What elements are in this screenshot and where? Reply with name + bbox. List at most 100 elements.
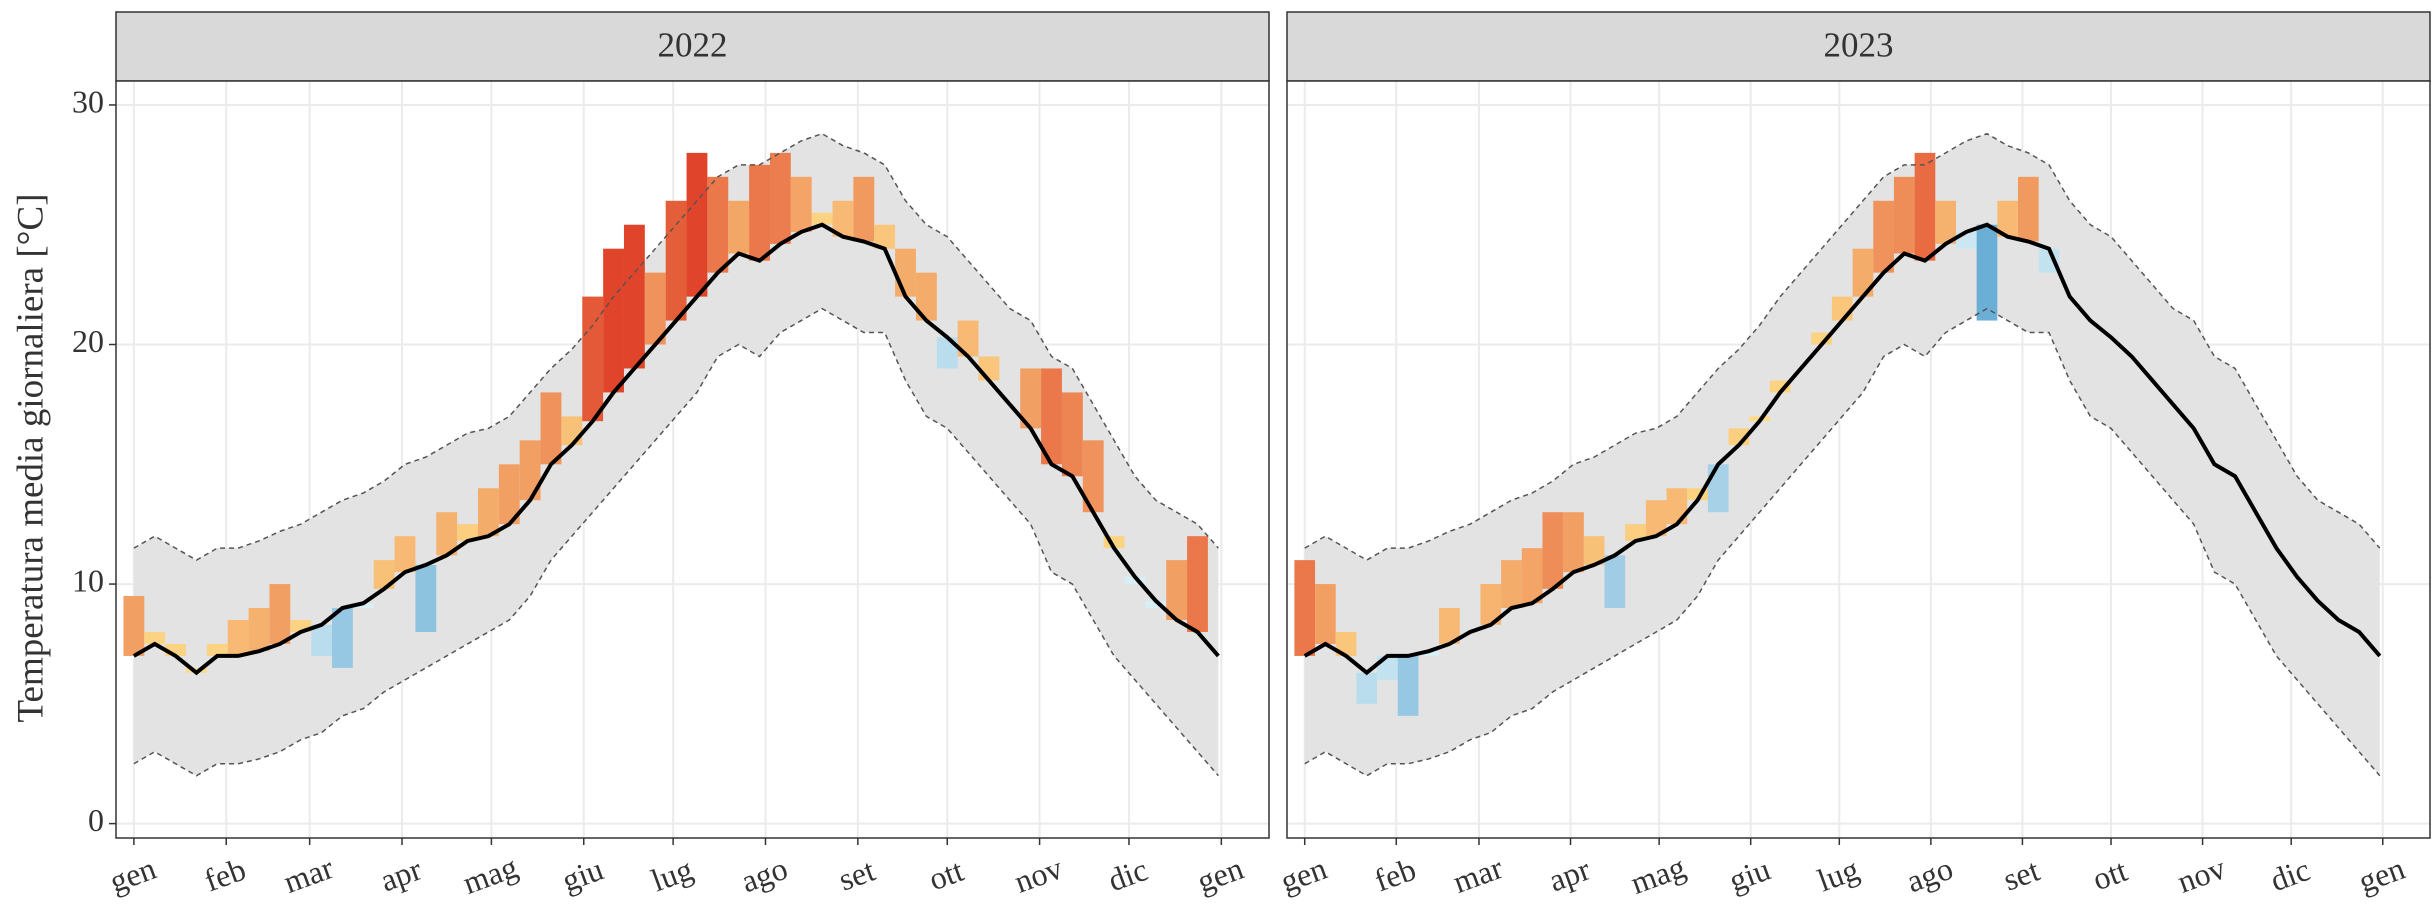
x-tick-label: nov [2173, 849, 2230, 899]
x-tick-label: feb [200, 851, 251, 899]
observed-bar [1187, 536, 1208, 632]
observed-bar [1041, 368, 1062, 465]
observed-bar [436, 512, 458, 556]
x-tick-label: giu [1724, 851, 1775, 899]
observed-bar [1542, 512, 1564, 589]
x-tick-label: giu [557, 851, 608, 899]
observed-bar [561, 416, 583, 446]
observed-bar [477, 488, 499, 537]
x-tick-label: ago [1902, 850, 1958, 900]
y-tick-label: 20 [72, 323, 104, 359]
observed-bar [1687, 488, 1708, 501]
observed-bar [644, 272, 666, 345]
observed-bar [1480, 584, 1502, 625]
x-tick-label: apr [375, 851, 426, 899]
observed-bar [1893, 176, 1915, 254]
observed-bar [1020, 368, 1042, 429]
x-tick-label: gen [1192, 850, 1248, 900]
x-tick-label: ago [736, 850, 792, 900]
lower-line [1304, 307, 2381, 777]
observed-bar [1873, 200, 1894, 273]
observed-bar [332, 608, 353, 668]
plot-layer [123, 132, 1220, 777]
observed-bar [1521, 548, 1543, 604]
observed-bar [582, 296, 604, 422]
x-tick-label: feb [1370, 851, 1421, 899]
observed-bar [519, 440, 541, 501]
observed-bar [352, 603, 374, 609]
observed-bar [206, 643, 228, 656]
observed-bar [665, 200, 687, 321]
panel-border [115, 80, 1270, 839]
observed-bar [373, 560, 395, 589]
observed-bar [957, 320, 979, 357]
observed-bar [415, 564, 437, 632]
observed-bar [2038, 248, 2060, 273]
observed-bar [1103, 536, 1125, 549]
observed-bar [874, 224, 896, 249]
mean-line [132, 222, 1220, 676]
observed-bar [1914, 152, 1936, 261]
plot-layer [1294, 132, 2382, 777]
climate-band [133, 133, 1219, 776]
observed-bar [498, 464, 520, 525]
climate-band [1304, 133, 2380, 776]
lower-line [133, 307, 1219, 777]
observed-bar [749, 164, 770, 261]
observed-bar [1707, 464, 1729, 513]
facet-title: 2022 [658, 26, 728, 65]
panel-border [1286, 80, 2431, 839]
observed-bar [248, 608, 270, 652]
observed-bar [1583, 536, 1605, 565]
observed-bar [1769, 380, 1791, 393]
observed-bar [936, 337, 958, 369]
observed-bar [1935, 200, 1956, 244]
observed-bar [1335, 631, 1357, 656]
observed-bar [1852, 248, 1874, 297]
observed-bar [123, 596, 145, 656]
x-tick-label: ott [2088, 852, 2132, 897]
observed-bar [1166, 560, 1188, 621]
observed-bar [2017, 176, 2039, 242]
observed-bar [623, 224, 645, 369]
observed-bar [1418, 651, 1440, 656]
observed-bar [769, 152, 791, 244]
facet-title: 2023 [1824, 26, 1894, 65]
observed-bar [1625, 524, 1646, 541]
facet-strip [115, 11, 1270, 82]
x-tick-label: mar [279, 849, 338, 900]
observed-bar [1061, 392, 1083, 477]
observed-bar [1082, 440, 1104, 513]
observed-bar [686, 152, 708, 297]
observed-bar [853, 176, 875, 242]
x-tick-label: mag [1626, 848, 1690, 901]
observed-bar [1356, 672, 1378, 704]
x-tick-label: lug [1813, 851, 1864, 899]
x-tick-label: gen [105, 850, 161, 900]
observed-bar [603, 248, 624, 393]
observed-bar [165, 643, 187, 656]
observed-bar [394, 536, 416, 573]
observed-bar [1145, 600, 1167, 609]
y-tick-label: 30 [72, 83, 104, 119]
observed-bar [144, 631, 166, 644]
x-tick-label: ott [924, 852, 968, 897]
x-tick-label: set [834, 852, 880, 898]
observed-bar [1976, 224, 1998, 321]
observed-bar [1501, 560, 1522, 609]
observed-bar [832, 200, 854, 237]
observed-bar [707, 176, 729, 273]
y-tick-label: 0 [88, 802, 104, 838]
x-tick-label: gen [2354, 850, 2410, 900]
x-tick-label: gen [1276, 850, 1332, 900]
observed-bar [1397, 655, 1419, 716]
observed-bar [728, 200, 750, 254]
observed-bar [978, 356, 1000, 381]
facet-strip [1286, 11, 2431, 82]
observed-bar [1563, 512, 1584, 573]
observed-bar [915, 272, 937, 321]
x-tick-label: set [1998, 852, 2044, 898]
x-tick-label: mar [1448, 849, 1507, 900]
y-axis-label: Temperatura media giornaliera [°C] [10, 194, 51, 723]
x-tick-label: apr [1544, 851, 1595, 899]
